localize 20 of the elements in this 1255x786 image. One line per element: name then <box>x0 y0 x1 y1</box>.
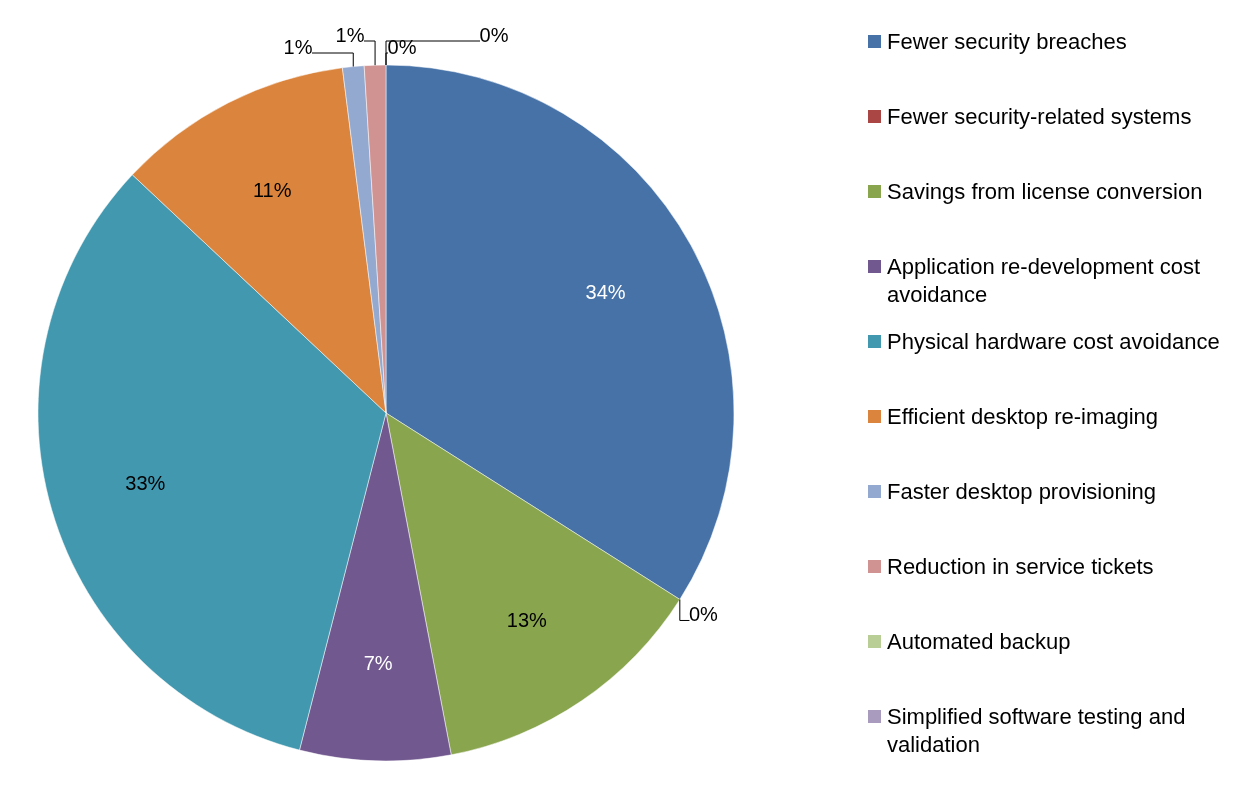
legend-label: Reduction in service tickets <box>887 553 1154 581</box>
text: 0% <box>387 36 417 58</box>
data-label: 7% <box>363 652 393 675</box>
text: 0% <box>689 603 718 626</box>
legend-label: Physical hardware cost avoidance <box>887 328 1220 356</box>
data-label: 1% <box>283 36 313 58</box>
data-label: 33% <box>125 471 166 494</box>
legend-label: Simplified software testing and validation <box>887 703 1187 759</box>
data-label: 34% <box>585 281 626 304</box>
legend-label: Efficient desktop re-imaging <box>887 403 1159 431</box>
legend-label: Application re-development cost avoidance <box>887 253 1202 309</box>
data-label: 1% <box>335 24 365 46</box>
legend-label: Faster desktop provisioning <box>887 478 1157 506</box>
legend-label: Fewer security-related systems <box>887 103 1192 131</box>
legend-label: Automated backup <box>887 628 1071 656</box>
legend-label: Fewer security breaches <box>887 28 1127 56</box>
data-label: 11% <box>252 178 292 201</box>
text: 0% <box>479 24 509 46</box>
legend-label: Savings from license conversion <box>887 178 1203 206</box>
data-label: 13% <box>506 609 548 632</box>
